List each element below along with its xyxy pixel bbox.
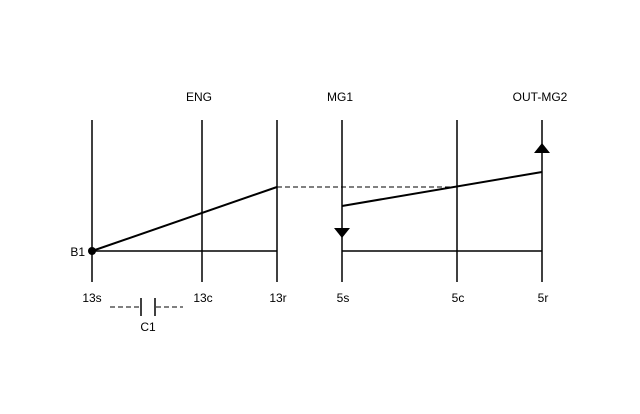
label-c1: C1	[140, 320, 156, 334]
label-out-mg2: OUT-MG2	[513, 90, 568, 104]
up-arrow-icon	[534, 143, 550, 153]
label-13c: 13c	[193, 291, 212, 305]
label-eng: ENG	[186, 90, 212, 104]
label-13s: 13s	[82, 291, 101, 305]
label-13r: 13r	[269, 291, 286, 305]
label-5s: 5s	[337, 291, 350, 305]
label-5r: 5r	[538, 291, 549, 305]
speed-line-left	[92, 187, 277, 251]
label-b1: B1	[70, 245, 85, 259]
label-5c: 5c	[452, 291, 465, 305]
down-arrow-icon	[334, 228, 350, 238]
label-mg1: MG1	[327, 90, 353, 104]
b1-point	[88, 247, 96, 255]
speed-line-right	[342, 172, 542, 206]
